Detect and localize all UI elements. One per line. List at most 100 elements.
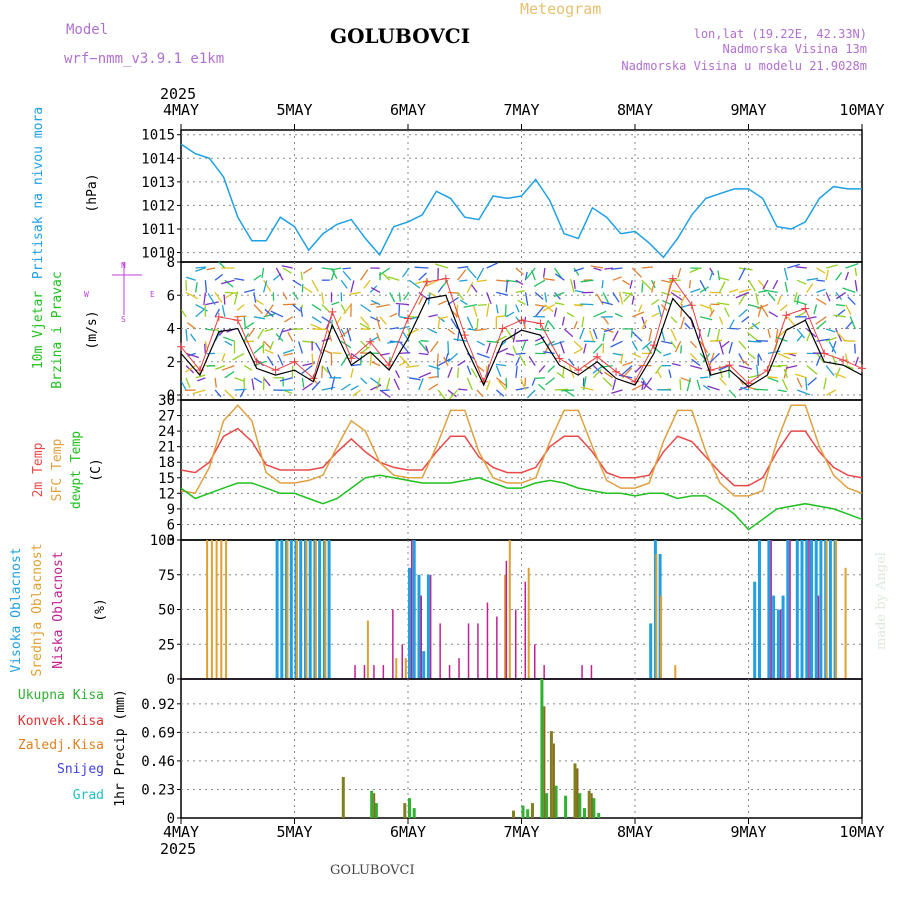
wind-arrow (631, 295, 635, 305)
precip-total-bar (554, 785, 558, 818)
wind-arrow (466, 352, 475, 360)
wind-arrow (718, 281, 726, 293)
wind-arrow (321, 386, 336, 391)
wind-arrow (420, 340, 429, 342)
temp-2m-line (180, 427, 863, 487)
pressure-ytick-label: 1011 (141, 222, 175, 238)
wind-arrow (612, 292, 620, 303)
wind-arrow (696, 379, 701, 391)
cloud-high-bar (814, 540, 818, 679)
wind-arrow (835, 272, 843, 281)
cloud-high-bar (753, 581, 757, 679)
wind-gust-marker (858, 364, 866, 373)
wind-arrow (740, 358, 750, 367)
cloud-mid-bar (527, 567, 530, 679)
wind-gust-marker (460, 331, 469, 340)
wind-arrow (825, 269, 829, 281)
cloud-low-bar (382, 665, 385, 679)
wind-arrow (662, 299, 672, 306)
wind-arrow (370, 299, 381, 306)
cloud-low-bar (458, 658, 460, 679)
wind-arrow (593, 267, 602, 272)
wind-arrow (405, 364, 419, 369)
wind-arrow (224, 371, 235, 379)
wind-arrow (641, 380, 645, 391)
cloud-low-bar (486, 602, 489, 679)
pressure-ytick-label: 1014 (141, 151, 175, 167)
wind-arrow (651, 312, 660, 318)
wind-arrow (476, 352, 490, 359)
cloud-low-bar (411, 540, 413, 679)
wind-arrow (720, 340, 730, 349)
wind-arrow (836, 331, 847, 342)
wind-arrow (342, 270, 352, 281)
precip-label-4: Snijeg (57, 762, 104, 777)
wind-gust-marker (839, 356, 848, 365)
wind-arrow (691, 358, 701, 367)
cloud-high-bar (280, 540, 284, 679)
wind-arrow (709, 352, 720, 363)
wind-arrow (538, 365, 546, 373)
cloud-mid-bar (324, 540, 327, 679)
precip-total-bar (597, 813, 601, 818)
wind-arrow (526, 389, 536, 399)
wind-arrow (738, 288, 752, 294)
wind-arrow (825, 292, 831, 302)
cloud-mid-bar (225, 540, 228, 679)
wind-arrow (232, 352, 245, 361)
wind-arrow (251, 378, 255, 391)
wind-arrow (796, 295, 800, 305)
wind-arrow (690, 364, 703, 370)
wind-arrow (601, 301, 613, 306)
cloud-high-bar (800, 540, 804, 679)
wind-arrow (524, 292, 529, 306)
model-label: Model (66, 22, 108, 38)
wind-arrow (525, 267, 536, 280)
wind-arrow (512, 345, 517, 354)
wind-arrow (495, 365, 502, 377)
wind-arrow (346, 327, 352, 342)
wind-arrow (505, 280, 509, 293)
wind-arrow (301, 365, 313, 375)
wind-arrow (185, 377, 191, 388)
wind-arrow (224, 291, 238, 294)
wind-arrow (680, 294, 686, 305)
wind-arrow (566, 312, 575, 318)
wind-arrow (843, 340, 856, 342)
wind-arrow (292, 279, 302, 287)
wind-arrow (719, 377, 727, 386)
wind-arrow (670, 328, 677, 342)
wind-arrow (680, 316, 685, 330)
precip-total-bar (545, 793, 549, 818)
wind-arrow (300, 306, 304, 317)
wind-arrow (842, 287, 856, 294)
wind-arrow (387, 340, 400, 344)
cloud-high-bar (805, 540, 809, 679)
wind-arrow (311, 279, 319, 292)
wind-arrow (815, 355, 822, 366)
wind-arrow (680, 303, 683, 317)
precip-label-3: Zaledj.Kisa (18, 738, 104, 753)
precip-total-bar (573, 763, 577, 818)
wind-arrow (321, 366, 324, 378)
wind-arrow (603, 328, 613, 333)
wind-arrow (282, 349, 295, 355)
wind-arrow (214, 292, 223, 303)
precip-label-1: Ukupna Kisa (18, 688, 104, 703)
cloud-high-bar (786, 540, 790, 679)
wind-arrow (796, 311, 806, 318)
cloud-high-bar (781, 595, 785, 679)
pressure-label: Pritisak na nivou mora (31, 107, 46, 279)
wind-arrow (447, 341, 450, 355)
wind-arrow (583, 340, 596, 343)
wind-arrow (710, 303, 720, 306)
wind-arrow (359, 322, 371, 330)
wind-arrow (350, 363, 361, 367)
wind-arrow (622, 279, 630, 286)
wind-arrow (349, 291, 361, 296)
wind-arrow (806, 283, 814, 293)
wind-arrow (805, 377, 808, 391)
wind-arrow (282, 267, 292, 274)
wind-arrow (185, 352, 200, 359)
wind-arrow (835, 291, 846, 300)
